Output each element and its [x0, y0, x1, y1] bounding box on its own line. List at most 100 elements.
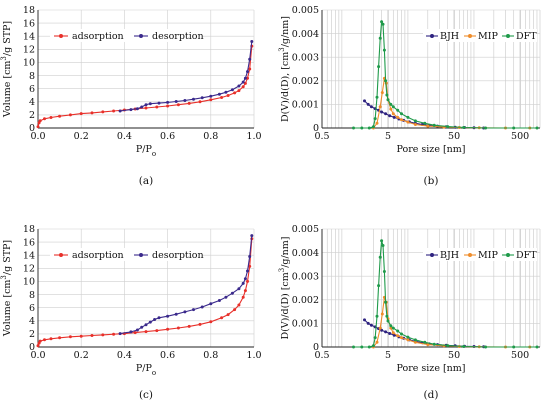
data-point-adsorption: [233, 308, 237, 312]
data-point-BJH: [366, 321, 370, 325]
data-point-adsorption: [155, 329, 159, 333]
data-point-DFT: [432, 342, 436, 346]
data-point-MIP: [375, 340, 379, 344]
y-tick-labels: 0 0.001 0.002 0.003 0.004 0.005: [292, 224, 319, 353]
x-axis-label-subscript: o: [152, 369, 156, 377]
legend: adsorption desorption: [50, 29, 204, 42]
series-desorption: [118, 234, 254, 336]
data-point-DFT: [352, 345, 355, 349]
series-BJH: [363, 99, 486, 130]
data-point-adsorption: [166, 104, 170, 108]
chart-panel-2: 0.5 5 50 500 0 0.001 0.002 0.003 0.004 0.005 Pore …: [278, 5, 541, 187]
data-point-desorption: [118, 109, 122, 113]
y-tick-label: 8: [29, 71, 35, 82]
x-tick-label: 0.6: [160, 131, 175, 142]
data-point-adsorption: [241, 85, 245, 89]
data-point-adsorption: [43, 117, 46, 121]
data-point-DFT: [380, 20, 384, 24]
data-point-desorption: [135, 107, 139, 111]
x-tick-label: 0.5: [314, 131, 329, 142]
x-tick-label: 0.6: [160, 350, 175, 361]
y-tick-label: 0.002: [292, 76, 319, 87]
y-tick-label: 0.002: [292, 295, 319, 306]
data-point-adsorption: [241, 295, 245, 299]
data-point-DFT: [380, 239, 384, 243]
data-point-MIP: [426, 343, 430, 347]
data-point-DFT: [382, 270, 386, 273]
data-point-BJH: [366, 102, 370, 106]
legend-label-desorption: desorption: [152, 31, 204, 42]
legend-marker-adsorption: [59, 34, 63, 38]
data-point-adsorption: [176, 103, 180, 107]
data-point-adsorption: [246, 279, 249, 283]
data-point-DFT: [378, 255, 382, 259]
legend-marker-BJH: [430, 34, 434, 38]
y-axis-label: Volume [cm3/g STP]: [0, 240, 13, 337]
x-tick-label: 5: [385, 131, 391, 142]
y-tick-label: 16: [23, 237, 35, 248]
data-point-DFT: [391, 326, 395, 330]
grid: [37, 9, 255, 129]
data-point-desorption: [250, 40, 254, 43]
data-point-DFT: [446, 344, 450, 348]
data-point-DFT: [391, 105, 395, 109]
data-point-MIP: [378, 105, 382, 109]
data-point-MIP: [396, 334, 400, 338]
y-axis-label: Volume [cm3/g STP]: [0, 21, 13, 118]
legend-label-adsorption: adsorption: [72, 31, 124, 42]
x-tick-label: 0.0: [30, 131, 45, 142]
panel-label: (a): [139, 175, 153, 187]
y-tick-label: 0.001: [292, 319, 319, 330]
data-point-adsorption: [233, 91, 237, 95]
data-point-DFT: [367, 126, 371, 130]
legend-background: [50, 248, 202, 261]
legend-marker-MIP: [468, 253, 472, 257]
data-point-desorption: [166, 100, 170, 104]
data-point-adsorption: [58, 114, 62, 118]
x-tick-label: 0.5: [314, 350, 329, 361]
legend-marker-desorption: [139, 34, 143, 38]
legend-label-desorption: desorption: [152, 250, 204, 261]
data-point-adsorption: [176, 326, 180, 330]
data-point-DFT: [375, 95, 379, 99]
data-point-desorption: [224, 90, 228, 94]
data-point-DFT: [400, 332, 403, 336]
data-point-adsorption: [133, 331, 137, 335]
data-point-desorption: [174, 100, 178, 103]
data-point-DFT: [423, 340, 427, 344]
data-point-adsorption: [144, 330, 148, 334]
data-point-DFT: [371, 125, 375, 129]
data-point-desorption: [248, 255, 252, 258]
x-tick-label: 5: [385, 350, 391, 361]
data-point-desorption: [217, 299, 221, 302]
legend: BJH MIP DFT: [423, 248, 537, 261]
series-MIP: [371, 76, 532, 130]
data-point-BJH: [388, 114, 392, 118]
data-point-DFT: [373, 336, 377, 340]
data-point-desorption: [129, 108, 133, 112]
data-point-DFT: [373, 117, 377, 121]
x-tick-labels: 0.0 0.2 0.4 0.6 0.8 1.0: [30, 350, 261, 361]
x-tick-label: 50: [448, 131, 460, 142]
data-point-BJH: [363, 318, 366, 322]
data-point-adsorption: [220, 96, 224, 99]
data-point-adsorption: [144, 106, 148, 110]
data-point-adsorption: [248, 264, 252, 268]
data-point-desorption: [224, 295, 228, 299]
data-point-desorption: [241, 80, 245, 84]
data-point-BJH: [369, 105, 373, 109]
series-line-desorption: [120, 41, 253, 112]
data-point-adsorption: [198, 100, 202, 104]
data-point-desorption: [192, 97, 195, 101]
legend-label-adsorption: adsorption: [72, 250, 124, 261]
x-tick-label: 0.2: [74, 131, 89, 142]
grid: [37, 228, 255, 348]
data-point-DFT: [367, 345, 371, 349]
data-point-adsorption: [68, 113, 72, 117]
data-point-DFT: [396, 108, 400, 112]
legend-marker-DFT: [506, 253, 510, 257]
legend-background: [423, 248, 537, 261]
data-point-adsorption: [90, 111, 94, 115]
x-axis-label: P/Po: [136, 363, 156, 377]
